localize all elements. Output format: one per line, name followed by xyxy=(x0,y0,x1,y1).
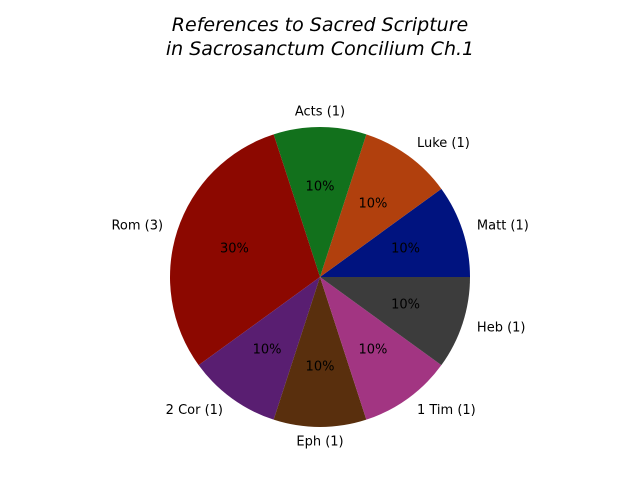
pie-slice-rom-3 xyxy=(169,134,320,366)
pie-slice-heb-1 xyxy=(320,277,470,366)
pct-label-luke-1: 10% xyxy=(358,197,387,212)
slice-label-eph-1: Eph (1) xyxy=(296,435,343,450)
pct-label-1-tim-1: 10% xyxy=(358,342,387,357)
pie-slice-2-cor-1 xyxy=(198,277,320,420)
pct-label-2-cor-1: 10% xyxy=(253,342,282,357)
slice-label-luke-1: Luke (1) xyxy=(417,136,470,151)
chart-title-line-2: in Sacrosanctum Concilium Ch.1 xyxy=(166,38,474,60)
pie-slice-matt-1 xyxy=(320,188,470,277)
pct-label-eph-1: 10% xyxy=(306,360,335,375)
pie-slices xyxy=(169,127,470,428)
pct-label-matt-1: 10% xyxy=(391,242,420,257)
pie-slice-eph-1 xyxy=(273,277,367,428)
pct-label-heb-1: 10% xyxy=(391,297,420,312)
pct-label-acts-1: 10% xyxy=(306,180,335,195)
slice-label-acts-1: Acts (1) xyxy=(295,105,345,120)
chart-title-line-1: References to Sacred Scripture xyxy=(172,14,468,36)
slice-label-1-tim-1: 1 Tim (1) xyxy=(417,403,476,418)
slice-label-2-cor-1: 2 Cor (1) xyxy=(166,403,223,418)
pie-slice-luke-1 xyxy=(320,134,442,277)
pie-labels: 10% Matt (1) 10% Luke (1) 10% Acts (1) 30% Rom … xyxy=(111,105,528,450)
slice-label-heb-1: Heb (1) xyxy=(477,320,526,335)
pct-label-rom-3: 30% xyxy=(220,242,249,257)
slice-label-matt-1: Matt (1) xyxy=(477,219,529,234)
pie-slice-acts-1 xyxy=(273,127,367,277)
pie-slice-1-tim-1 xyxy=(320,277,442,420)
slice-label-rom-3: Rom (3) xyxy=(111,219,163,234)
